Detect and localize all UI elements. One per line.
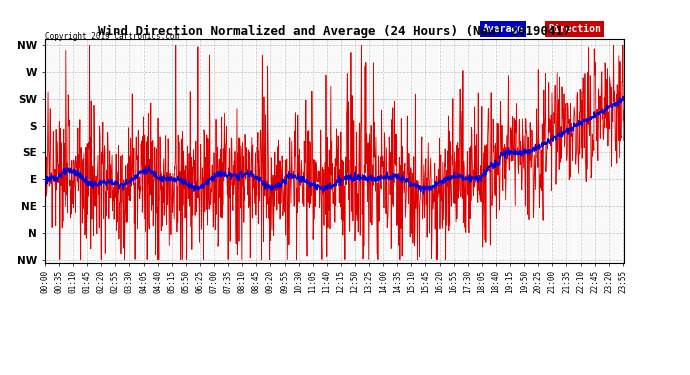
Text: Copyright 2019 Cartronics.com: Copyright 2019 Cartronics.com xyxy=(45,32,179,41)
Text: Average: Average xyxy=(482,24,524,34)
Text: Direction: Direction xyxy=(548,24,601,34)
Title: Wind Direction Normalized and Average (24 Hours) (New) 20190417: Wind Direction Normalized and Average (2… xyxy=(99,25,571,38)
